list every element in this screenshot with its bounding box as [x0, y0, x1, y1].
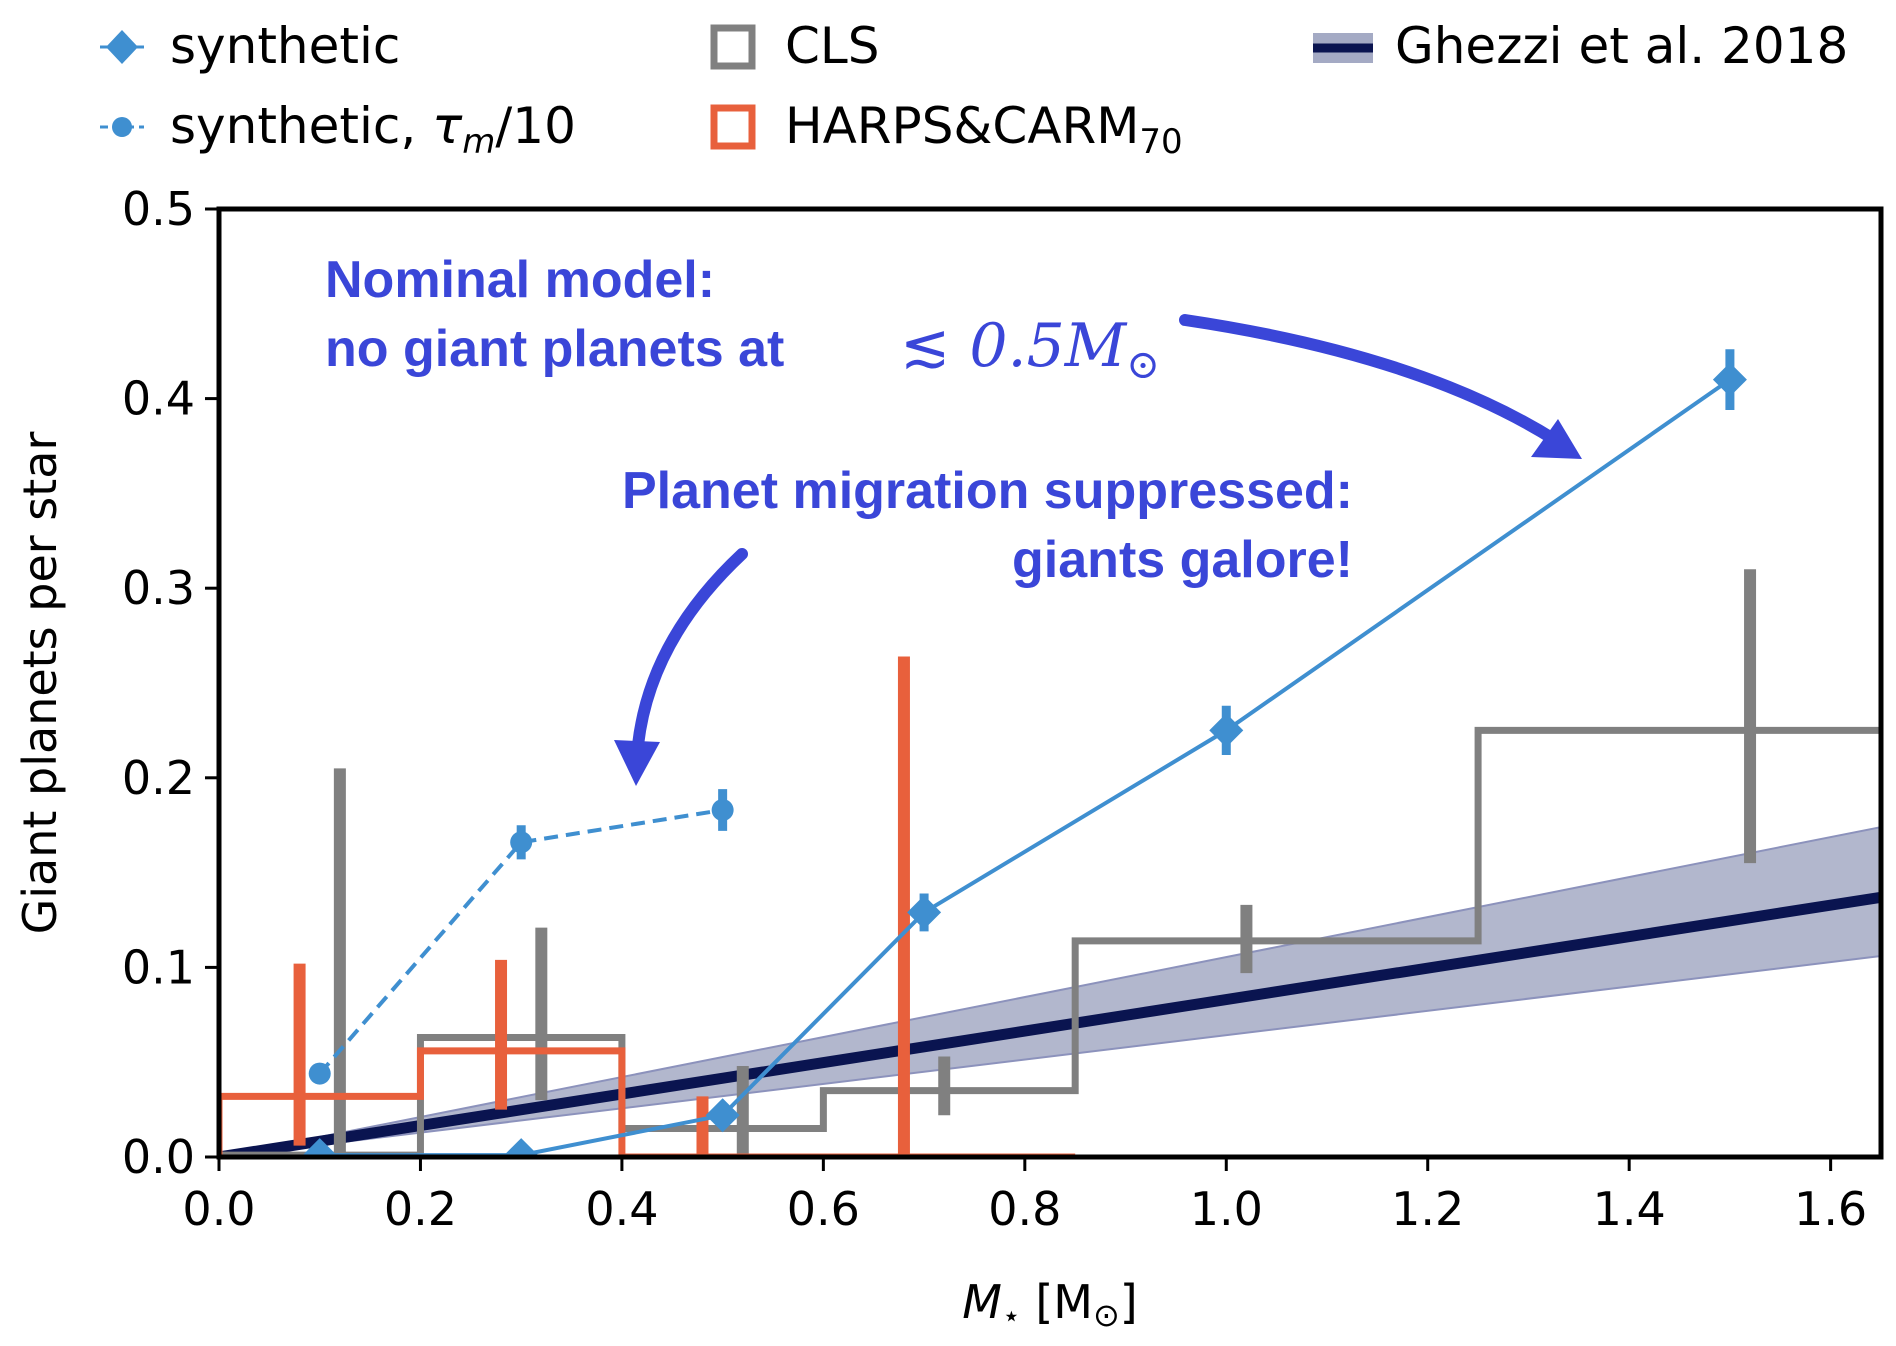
annotation-nominal-math-subscript: ⊙: [1126, 342, 1160, 388]
tau-circle-marker: [308, 1062, 331, 1085]
ghezzi-line-group: [219, 891, 1881, 1157]
legend-tau-label-prefix: synthetic,: [170, 97, 432, 155]
legend-entry-harps: HARPS&CARM70: [710, 97, 1183, 162]
x-tick-label: 0.6: [787, 1182, 860, 1236]
annotation-nominal-math-symbol: ≲: [900, 311, 950, 381]
synthetic-diamond-marker: [705, 1098, 740, 1133]
legend-entry-synthetic: synthetic: [100, 17, 400, 75]
legend-harps-label-main: HARPS&CARM: [785, 97, 1139, 155]
harps-step-outline: [219, 1047, 1076, 1157]
x-tick-label: 0.2: [384, 1182, 457, 1236]
y-axis-label: Giant planets per star: [13, 432, 67, 935]
annotation-nominal-line-2: no giant planets at: [325, 320, 784, 378]
tau-circle-marker: [510, 831, 533, 854]
legend-entry-ghezzi: Ghezzi et al. 2018: [1313, 17, 1848, 75]
legend-entry-tau: synthetic, τm/10: [100, 97, 576, 162]
annotation-nominal-math-value: 0.5M: [969, 311, 1127, 381]
x-tick-label: 0.8: [988, 1182, 1061, 1236]
x-axis-label-subscript: ⋆: [1002, 1299, 1021, 1334]
x-tick-label: 0.4: [585, 1182, 658, 1236]
legend-synthetic-diamond-marker: [106, 30, 138, 64]
legend-tau-circle-marker: [112, 117, 132, 137]
annotation-nominal-arrow-shaft: [1179, 314, 1561, 446]
annotation-nominal-math: ≲ 0.5M⊙: [900, 311, 1160, 388]
annotation-nominal-model: Nominal model: no giant planets at ≲ 0.5…: [325, 251, 1582, 459]
y-tick-label: 0.0: [122, 1130, 195, 1184]
legend-synthetic-label: synthetic: [170, 17, 400, 75]
x-axis-label-unit-close: ]: [1120, 1275, 1138, 1329]
x-axis-label-symbol: M: [962, 1275, 1002, 1329]
annotation-migration: Planet migration suppressed: giants galo…: [614, 462, 1353, 786]
synthetic-diamond-marker: [1712, 362, 1747, 397]
x-axis-label-unit: [M: [1035, 1275, 1093, 1329]
annotation-migration-arrow-head: [614, 740, 660, 786]
legend-ghezzi-label: Ghezzi et al. 2018: [1395, 17, 1848, 75]
tau-circle-marker: [711, 799, 734, 822]
ghezzi-fit-line: [219, 891, 1881, 1157]
plot-frame: [216, 206, 1884, 1160]
y-tick-label: 0.3: [122, 561, 195, 615]
legend-tau-label: synthetic, τm/10: [170, 97, 576, 162]
x-axis-label-unit-subscript: ⊙: [1093, 1296, 1120, 1334]
legend-harps-label: HARPS&CARM70: [785, 97, 1183, 162]
x-tick-label: 0.0: [182, 1182, 255, 1236]
x-tick-label: 1.6: [1794, 1182, 1867, 1236]
legend-tau-symbol: τ: [432, 97, 463, 155]
legend: synthetic synthetic, τm/10 CLS HARPS&CAR…: [100, 17, 1848, 162]
annotation-migration-line-2: giants galore!: [1012, 531, 1353, 589]
legend-harps-swatch: [710, 104, 756, 150]
annotation-nominal-line-1: Nominal model:: [325, 251, 715, 309]
legend-cls-swatch: [710, 24, 756, 70]
legend-entry-cls: CLS: [710, 17, 880, 75]
legend-tau-subscript: m: [462, 122, 495, 162]
synthetic-diamond-marker: [302, 1138, 337, 1157]
y-tick-label: 0.2: [122, 751, 195, 805]
synthetic-series-group: [302, 349, 1747, 1157]
plot-content: [219, 349, 1881, 1157]
annotation-migration-line-1: Planet migration suppressed:: [622, 462, 1353, 520]
x-axis-label: M⋆ [M⊙]: [962, 1275, 1138, 1334]
y-tick-label: 0.5: [122, 182, 195, 236]
synthetic-diamond-marker: [1209, 713, 1244, 748]
x-tick-label: 1.4: [1593, 1182, 1666, 1236]
harps-histogram-group: [219, 656, 1076, 1157]
legend-tau-suffix: /10: [495, 97, 575, 155]
axes-group: 0.0 0.2 0.4 0.6 0.8 1.0 1.2 1.4 1.6 0.0 0.1 0.2 0.3 0…: [122, 182, 1884, 1236]
y-tick-label: 0.4: [122, 372, 195, 426]
tau-line: [318, 808, 723, 1075]
synthetic-diamond-marker: [907, 895, 942, 930]
y-tick-label: 0.1: [122, 940, 195, 994]
annotation-migration-arrow-shaft: [632, 548, 748, 751]
tau-series-group: [308, 789, 734, 1085]
annotation-nominal-arrow-head: [1531, 419, 1582, 459]
ghezzi-band-group: [219, 826, 1881, 1157]
x-tick-label: 1.0: [1190, 1182, 1263, 1236]
synthetic-diamond-marker: [504, 1138, 539, 1157]
ghezzi-uncertainty-band: [219, 826, 1881, 1157]
legend-cls-label: CLS: [785, 17, 880, 75]
legend-harps-subscript: 70: [1139, 122, 1182, 162]
x-tick-label: 1.2: [1391, 1182, 1464, 1236]
